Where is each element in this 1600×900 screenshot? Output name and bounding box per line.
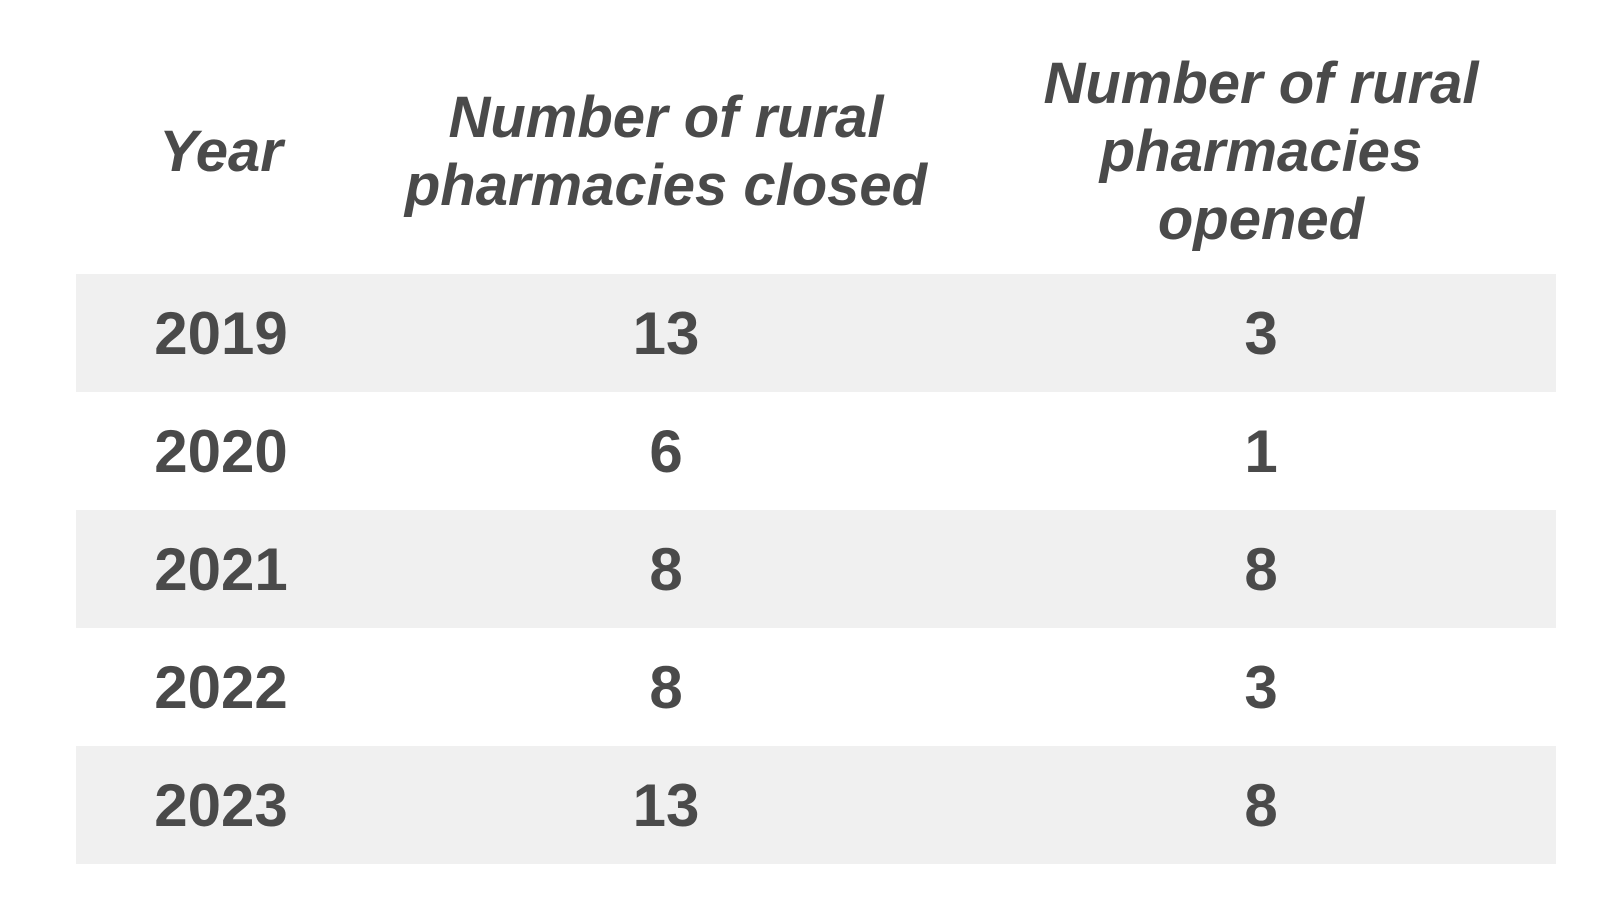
- table-row: 2019 13 3: [76, 274, 1556, 392]
- year-cell: 2022: [154, 653, 288, 721]
- year-cell: 2019: [154, 299, 288, 367]
- opened-count-cell: 3: [1244, 653, 1278, 721]
- closed-count-cell: 13: [632, 771, 700, 839]
- column-header-year: Year: [159, 119, 283, 184]
- table-row: 2022 8 3: [76, 628, 1556, 746]
- closed-count-cell: 8: [649, 535, 683, 603]
- opened-count-cell: 1: [1244, 417, 1278, 485]
- opened-count-cell: 3: [1244, 299, 1278, 367]
- table-header-row: Year Number of rural pharmacies closed N…: [76, 30, 1556, 274]
- opened-count-cell: 8: [1244, 771, 1278, 839]
- year-cell: 2020: [154, 417, 288, 485]
- table-row: 2020 6 1: [76, 392, 1556, 510]
- year-cell: 2023: [154, 771, 288, 839]
- column-header-opened: Number of rural pharmacies opened: [1043, 51, 1479, 252]
- table-row: 2023 13 8: [76, 746, 1556, 864]
- closed-count-cell: 8: [649, 653, 683, 721]
- column-header-closed: Number of rural pharmacies closed: [404, 85, 928, 218]
- data-table: Year Number of rural pharmacies closed N…: [76, 30, 1556, 864]
- table-row: 2021 8 8: [76, 510, 1556, 628]
- closed-count-cell: 13: [632, 299, 700, 367]
- closed-count-cell: 6: [649, 417, 683, 485]
- year-cell: 2021: [154, 535, 288, 603]
- opened-count-cell: 8: [1244, 535, 1278, 603]
